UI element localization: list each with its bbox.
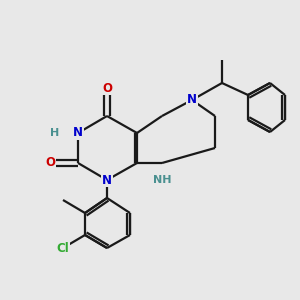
Text: H: H (50, 128, 60, 138)
Text: N: N (102, 173, 112, 187)
Text: NH: NH (153, 175, 171, 185)
Text: O: O (45, 157, 55, 169)
Text: N: N (73, 127, 83, 140)
Text: Cl: Cl (57, 242, 69, 254)
Text: N: N (187, 94, 197, 106)
Text: O: O (102, 82, 112, 94)
